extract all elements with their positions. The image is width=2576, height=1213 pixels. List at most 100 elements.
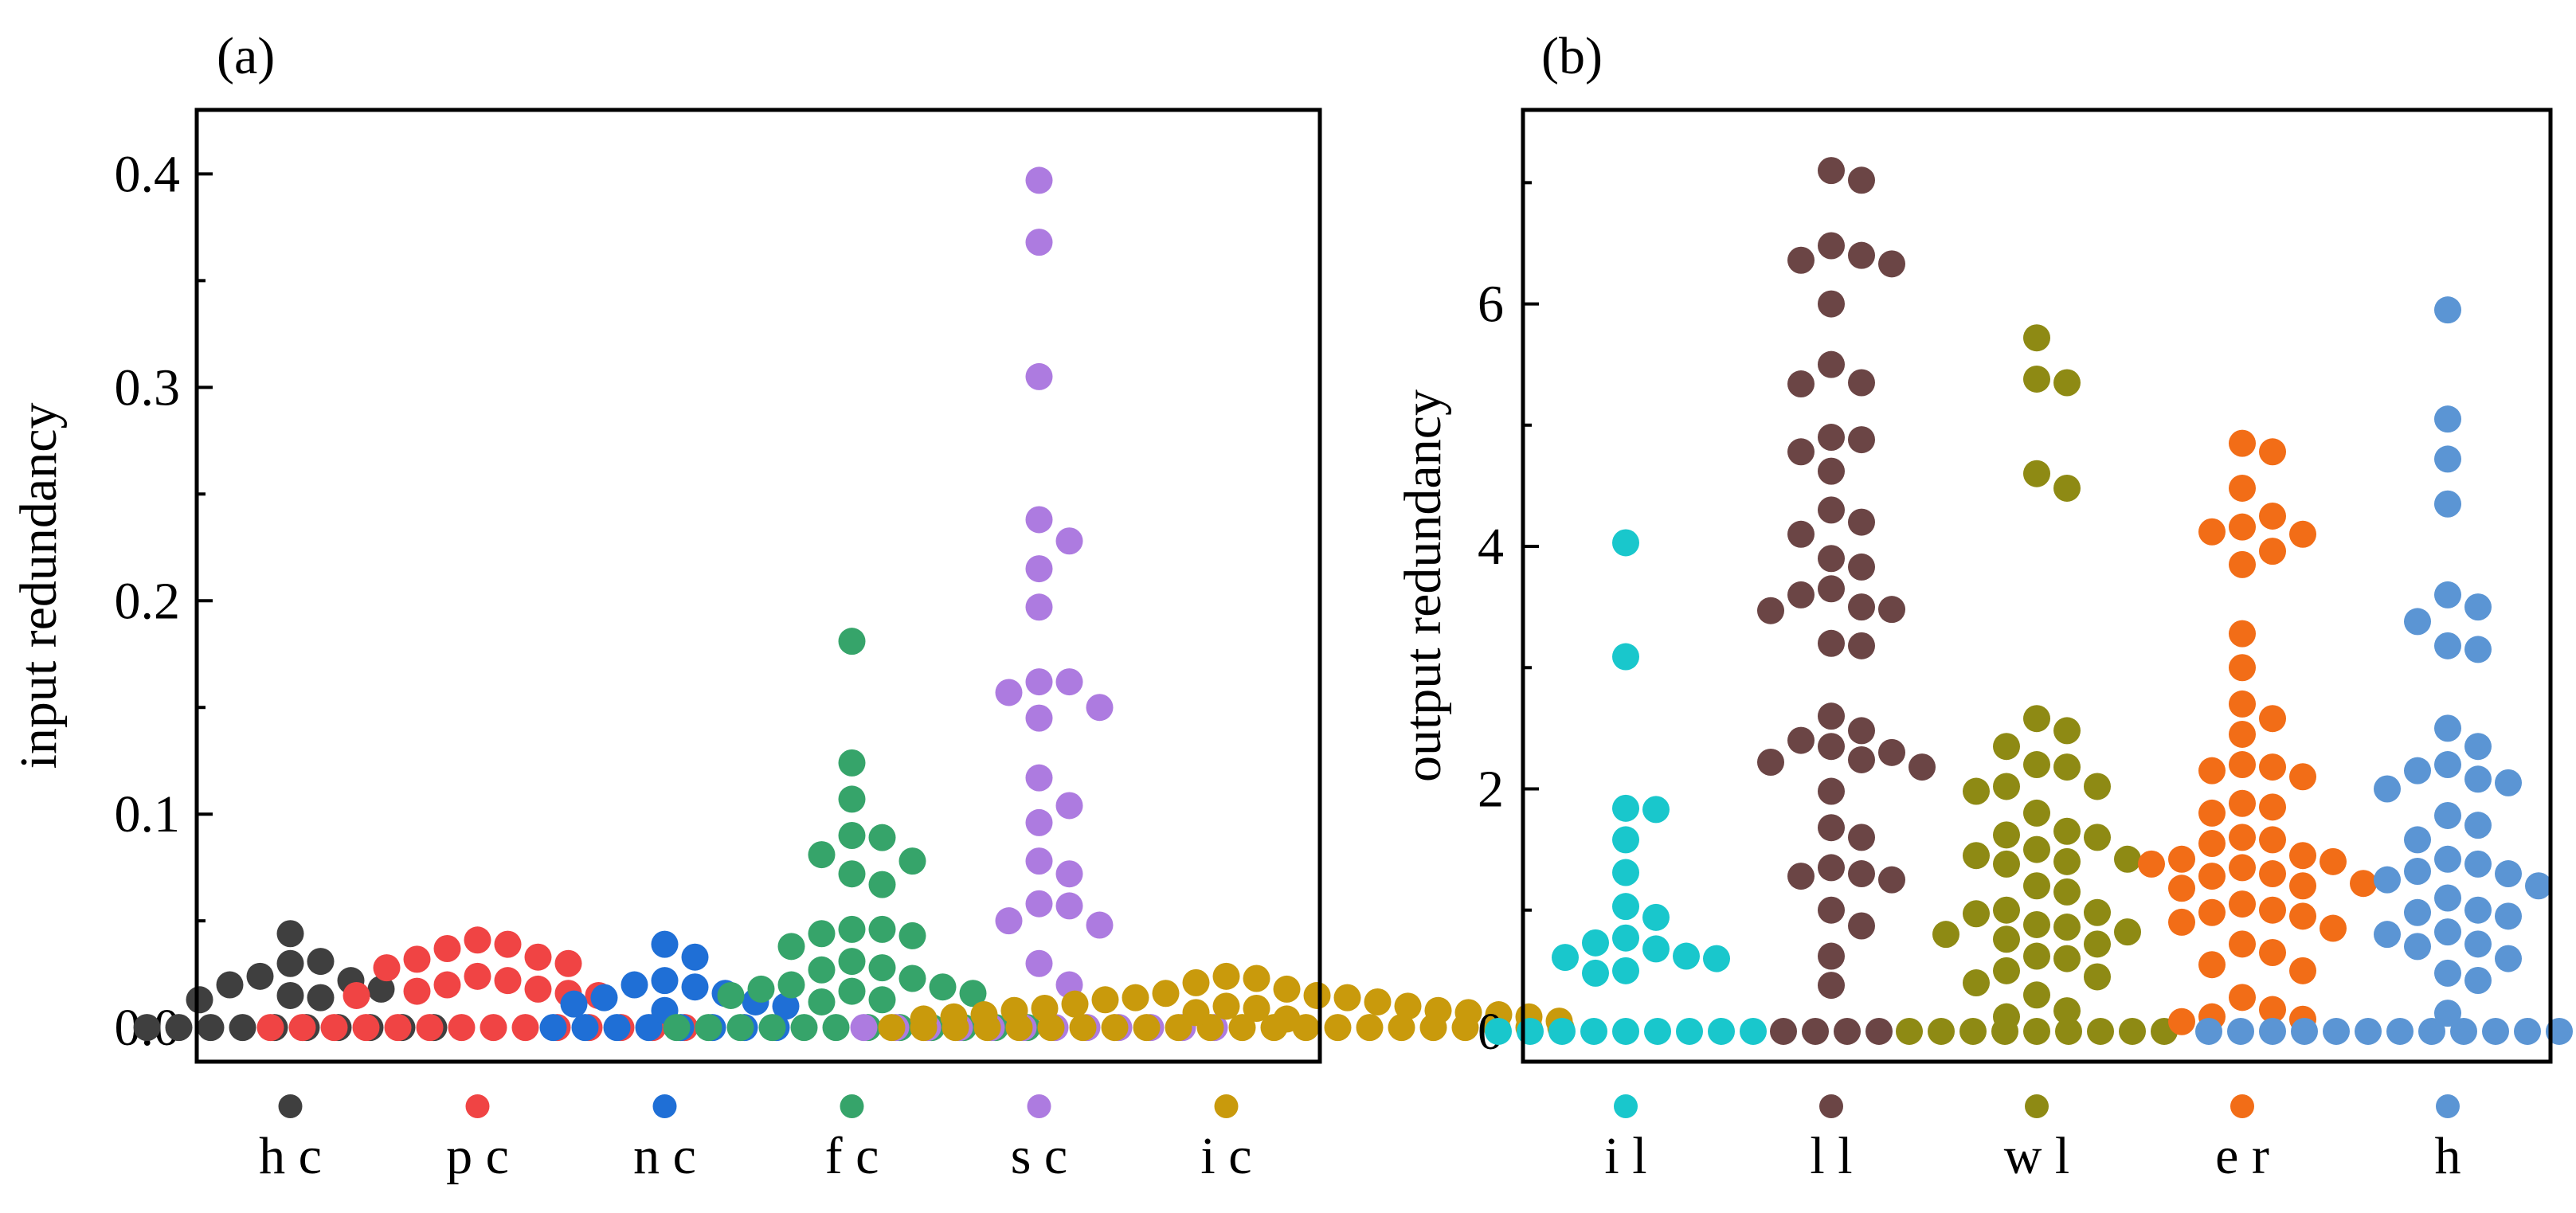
data-point	[2229, 890, 2256, 918]
data-point-zero	[2355, 1017, 2382, 1045]
data-point	[651, 930, 679, 958]
x-tick-label: f c	[825, 1127, 879, 1185]
data-point	[2053, 914, 2081, 941]
data-point	[2023, 705, 2050, 733]
data-point	[2168, 1008, 2195, 1035]
data-point	[186, 986, 213, 1014]
data-point	[2404, 826, 2431, 854]
data-point	[1818, 424, 1845, 452]
data-point	[1818, 777, 1845, 805]
data-point	[1273, 975, 1301, 1003]
data-point	[2404, 898, 2431, 926]
data-point	[2084, 773, 2111, 800]
data-point-zero	[663, 1014, 691, 1042]
data-point	[2229, 984, 2256, 1011]
data-point	[2229, 654, 2256, 682]
data-point	[1454, 999, 1482, 1027]
data-point	[1848, 717, 1875, 745]
data-point	[1243, 995, 1270, 1023]
data-point-zero	[1676, 1017, 1703, 1045]
data-point	[1818, 545, 1845, 573]
data-point	[1818, 972, 1845, 1000]
data-point	[2434, 959, 2461, 987]
data-point-zero	[1356, 1014, 1384, 1042]
data-point	[1787, 438, 1815, 466]
data-point-zero	[2418, 1017, 2445, 1045]
data-point	[1818, 942, 1845, 970]
data-point	[1818, 629, 1845, 657]
data-point	[2259, 860, 2286, 888]
series-h	[2195, 296, 2573, 1045]
data-point	[910, 1005, 938, 1033]
data-point	[1993, 773, 2020, 800]
data-point	[2404, 757, 2431, 785]
data-point	[2023, 942, 2050, 970]
data-point	[1025, 593, 1053, 621]
data-point	[868, 986, 896, 1014]
data-point	[524, 975, 552, 1003]
data-point	[2434, 405, 2461, 433]
data-point	[1303, 981, 1331, 1009]
data-point	[681, 943, 709, 971]
data-point	[868, 915, 896, 943]
data-point	[2289, 842, 2316, 870]
panel-label: (a)	[217, 27, 275, 85]
data-point	[1025, 166, 1053, 194]
data-point	[2434, 884, 2461, 912]
data-point	[2229, 550, 2256, 578]
data-point	[246, 962, 274, 990]
data-point	[2495, 769, 2522, 796]
data-point-zero	[2291, 1017, 2318, 1045]
data-point-zero	[2227, 1017, 2254, 1045]
data-point	[2229, 854, 2256, 882]
data-point	[1612, 957, 1639, 984]
data-point	[1993, 896, 2020, 924]
data-point	[898, 847, 926, 875]
data-point	[524, 943, 552, 971]
data-point-zero	[229, 1014, 256, 1042]
data-point	[1993, 957, 2020, 984]
data-point	[1031, 995, 1059, 1023]
data-point	[1848, 369, 1875, 397]
data-point	[2198, 757, 2226, 785]
data-point	[1612, 859, 1639, 886]
data-point	[307, 948, 335, 976]
y-tick-label: 0.4	[115, 145, 181, 203]
data-point	[1642, 903, 1670, 931]
data-point-zero	[2323, 1017, 2350, 1045]
data-point	[1582, 959, 1609, 987]
data-point-zero	[256, 1014, 284, 1042]
data-point	[464, 926, 491, 954]
data-point	[868, 871, 896, 898]
data-point-zero	[2119, 1017, 2146, 1045]
data-point	[1818, 575, 1845, 603]
data-point	[1757, 597, 1784, 624]
data-point	[2053, 997, 2081, 1025]
data-point	[1848, 860, 1875, 888]
data-point-zero	[603, 1014, 631, 1042]
data-point	[2229, 474, 2256, 502]
data-point-zero	[850, 1014, 878, 1042]
data-point	[2053, 474, 2081, 502]
data-point	[2259, 705, 2286, 733]
data-point	[2434, 490, 2461, 518]
data-point	[1993, 1003, 2020, 1031]
data-point	[2114, 845, 2141, 873]
data-point	[1086, 911, 1114, 939]
data-point	[1787, 246, 1815, 274]
data-point-zero	[790, 1014, 818, 1042]
data-point	[1993, 733, 2020, 761]
data-point	[838, 785, 866, 813]
data-point	[898, 921, 926, 949]
data-point	[2525, 872, 2552, 900]
data-point	[1787, 581, 1815, 608]
data-point	[1182, 999, 1210, 1027]
data-point	[838, 628, 866, 655]
data-point	[2289, 520, 2316, 548]
data-point	[1757, 748, 1784, 776]
data-point	[1848, 426, 1875, 454]
data-point	[747, 975, 775, 1003]
data-point	[2229, 720, 2256, 748]
data-point-zero	[197, 1014, 225, 1042]
panel-b: (b)output redundancy0246i ll lw le rh	[1394, 27, 2573, 1185]
